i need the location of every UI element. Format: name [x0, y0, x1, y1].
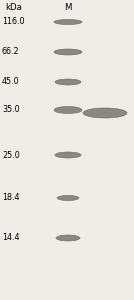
Text: 116.0: 116.0 — [2, 17, 25, 26]
Text: kDa: kDa — [5, 4, 22, 13]
Ellipse shape — [55, 79, 81, 85]
Text: 45.0: 45.0 — [2, 77, 20, 86]
Text: 25.0: 25.0 — [2, 151, 20, 160]
Ellipse shape — [54, 20, 82, 25]
Text: 18.4: 18.4 — [2, 194, 20, 202]
Ellipse shape — [57, 196, 79, 200]
Text: 14.4: 14.4 — [2, 233, 20, 242]
Text: 35.0: 35.0 — [2, 106, 20, 115]
Text: M: M — [64, 4, 72, 13]
Ellipse shape — [56, 235, 80, 241]
Ellipse shape — [55, 152, 81, 158]
Ellipse shape — [54, 49, 82, 55]
Text: 66.2: 66.2 — [2, 47, 20, 56]
Ellipse shape — [54, 106, 82, 113]
Ellipse shape — [83, 108, 127, 118]
